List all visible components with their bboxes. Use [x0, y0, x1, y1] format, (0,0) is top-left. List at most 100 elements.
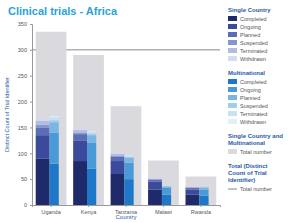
tick: 300: [18, 47, 32, 53]
bar-segment: [111, 161, 125, 174]
bar-segment: [186, 187, 200, 189]
bar-segment: [36, 127, 50, 135]
legend-heading: Total (DistinctCount of TrialIdentifier): [228, 163, 268, 183]
legend-swatch: [228, 189, 237, 190]
axis-line: [33, 206, 221, 208]
bar-segment: [186, 186, 200, 188]
bar-segment: [73, 140, 87, 161]
bar-segment: [73, 134, 87, 140]
legend-swatch: [228, 24, 237, 29]
tick: 50: [21, 176, 32, 182]
bar-segment: [186, 189, 200, 194]
tick-label: 200: [18, 99, 27, 105]
tick-mark: [88, 205, 89, 207]
tick-label: Uganda: [41, 209, 61, 215]
legend-heading: Single Country: [228, 7, 271, 13]
bar-segment: [73, 133, 87, 135]
bar-segment: [148, 189, 162, 205]
bar-segment: [111, 156, 125, 157]
bar-segment: [199, 189, 208, 195]
bar-segment: [36, 119, 50, 121]
tick: 150: [18, 125, 32, 131]
bar-segment: [36, 125, 50, 128]
bar-segment: [87, 143, 96, 169]
bar-segment: [87, 131, 96, 133]
axis-line: [30, 25, 33, 206]
tick-label: 300: [18, 47, 27, 53]
bar-segment: [199, 186, 208, 187]
tick-label: 350: [18, 21, 27, 27]
legend-label: Completed: [240, 16, 267, 22]
tick: Uganda: [41, 205, 61, 215]
bar-segment: [162, 195, 171, 205]
legend-swatch: [228, 79, 237, 84]
legend-label: Suspended: [240, 103, 268, 109]
bar-segment: [36, 135, 50, 158]
tick-label: 250: [18, 73, 27, 79]
bar-segment: [87, 132, 96, 134]
tick: 350: [18, 21, 32, 27]
legend-label: Withdrawn: [240, 119, 266, 125]
tick-mark: [30, 179, 32, 180]
bar-segment: [199, 187, 208, 189]
total-bar: [36, 32, 67, 205]
legend-swatch: [228, 87, 237, 92]
legend-label: Suspended: [240, 40, 268, 46]
bar-segment: [124, 155, 133, 157]
bar-segment: [36, 121, 50, 125]
bar-segment: [186, 188, 200, 190]
bar-segment: [124, 158, 133, 163]
bar-segment: [199, 186, 208, 188]
bar-segment: [148, 178, 162, 180]
tick-label: Rwanda: [191, 209, 212, 215]
tick-mark: [126, 205, 127, 207]
bar-segment: [50, 133, 59, 164]
legend: Single Country Completed Ongoing Planned Sus…: [228, 7, 283, 192]
bar-segment: [50, 164, 59, 205]
tick-label: Kenya: [81, 209, 98, 215]
legend-swatch: [228, 48, 237, 53]
bar-segment: [50, 116, 59, 117]
bar-segment: [162, 185, 171, 187]
legend-label: Terminated: [240, 48, 267, 54]
bar-segment: [50, 120, 59, 122]
legend-heading: Multinational: [228, 70, 265, 76]
legend-label: Ongoing: [240, 87, 261, 93]
tick: Kenya: [81, 205, 98, 215]
legend-swatch: [228, 103, 237, 108]
tick: 0: [24, 202, 32, 208]
bar-segment: [73, 130, 87, 133]
legend-label: Ongoing: [240, 24, 261, 30]
tick-label: Malawi: [155, 209, 172, 215]
bar-segment: [124, 179, 133, 205]
legend-swatch: [228, 111, 237, 116]
legend-label: Planned: [240, 32, 260, 38]
title: Clinical trials - Africa: [8, 5, 118, 17]
legend-heading: Single Country andMultinational: [228, 133, 283, 146]
bar-segment: [87, 169, 96, 205]
legend-swatch: [228, 32, 237, 37]
legend-label: Total number: [240, 186, 272, 192]
plot-area: [32, 32, 220, 205]
tick: 100: [18, 151, 32, 157]
legend-label: Total number: [240, 149, 272, 155]
tick-mark: [30, 102, 32, 103]
total-bar: [186, 177, 217, 205]
bar-segment: [148, 178, 162, 180]
x-axis-title: Country: [115, 214, 136, 220]
legend-label: Withdrawn: [240, 56, 266, 62]
legend-swatch: [228, 95, 237, 100]
tick: 250: [18, 73, 32, 79]
legend-label: Planned: [240, 95, 260, 101]
tick-label: 50: [21, 176, 27, 182]
chart: Clinical trials - Africa 0 50 100 150 200 250 3…: [0, 0, 300, 223]
bar-segment: [87, 135, 96, 143]
legend-swatch: [228, 40, 237, 45]
bar-segment: [162, 188, 171, 195]
bar-segment: [148, 179, 162, 181]
total-bar: [73, 55, 104, 205]
tick-label: 0: [24, 202, 27, 208]
bar-segment: [162, 186, 171, 188]
bar-segment: [124, 156, 133, 157]
bar-segment: [148, 180, 162, 182]
